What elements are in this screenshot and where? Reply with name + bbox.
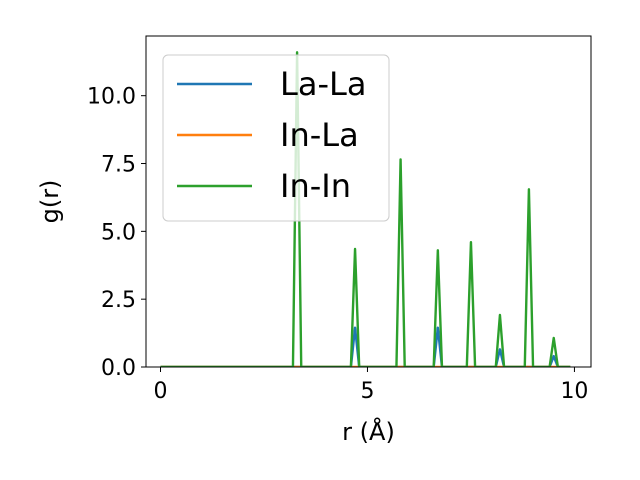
- axes: 0 5 10 0.0 2.5 5.0 7.5 10.0: [87, 35, 592, 404]
- x-axis-label: r (Å): [342, 417, 395, 446]
- legend-label-in-in: In-In: [280, 167, 351, 205]
- y-tick-label: 10.0: [87, 85, 136, 110]
- plot-frame: [145, 35, 592, 368]
- y-tick-label: 5.0: [101, 220, 136, 245]
- x-tick-label: 5: [360, 379, 374, 404]
- series-line-la-la: [160, 326, 571, 367]
- legend: La-La In-La In-In: [162, 54, 390, 222]
- x-tick-label: 0: [153, 379, 167, 404]
- x-tick-label: 10: [560, 379, 588, 404]
- series-line-in-in: [160, 51, 571, 367]
- legend-box: [162, 54, 390, 222]
- legend-label-in-la: In-La: [280, 116, 359, 154]
- y-axis-label: g(r): [36, 180, 64, 224]
- y-tick-label: 7.5: [101, 153, 136, 178]
- y-tick-label: 0.0: [101, 356, 136, 381]
- y-tick-label: 2.5: [101, 288, 136, 313]
- legend-label-la-la: La-La: [280, 65, 366, 103]
- plot-area: [160, 51, 571, 367]
